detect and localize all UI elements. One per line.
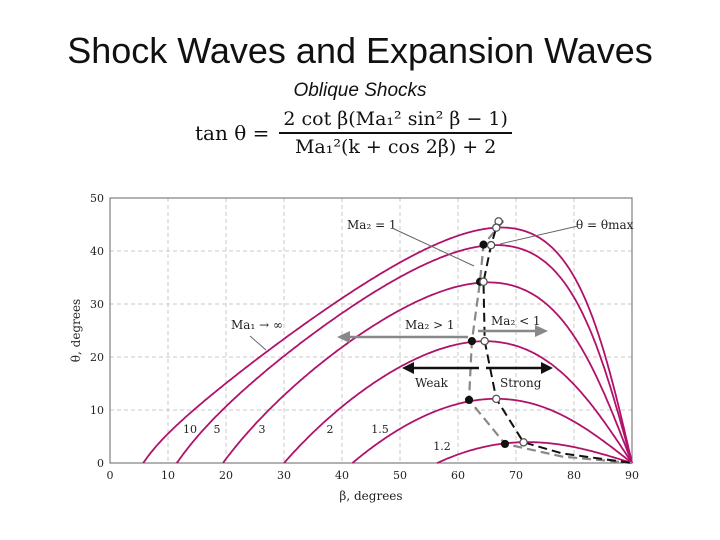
strong-branch-dashed-curve [482, 220, 633, 464]
x-tick-label: 80 [567, 469, 581, 482]
sonic-marker [492, 394, 501, 404]
mach-curve-1-5 [351, 397, 633, 464]
annotation-ma-inf: Ma₁ → ∞ [231, 318, 283, 332]
equation-numerator: 2 cot β(Ma₁² sin² β − 1) [279, 108, 512, 134]
sonic-marker [492, 223, 501, 232]
mach-curve-label: 5 [214, 423, 221, 436]
x-tick-label: 90 [625, 469, 639, 482]
subsonic-arrowhead [535, 325, 548, 337]
plot-frame [109, 197, 633, 464]
mach-curve-3 [222, 281, 633, 464]
annotation-subsonic: Ma₂ < 1 [491, 314, 541, 328]
annotation-leader-sonic [391, 227, 475, 267]
annotation-leader-ma-inf [249, 335, 267, 351]
sonic-marker [479, 277, 488, 286]
max-deflection-marker [479, 240, 488, 249]
mach-curve-label: 3 [259, 423, 266, 436]
mach-curve-10 [142, 226, 633, 464]
y-tick-label: 0 [97, 457, 104, 470]
y-tick-label: 50 [90, 192, 104, 205]
weak-branch-dashed-curve [467, 220, 633, 465]
annotation-supersonic: Ma₂ > 1 [405, 318, 455, 332]
mach-curve-label: 1.5 [371, 423, 389, 436]
oblique-shock-equation: tan θ = 2 cot β(Ma₁² sin² β − 1) Ma₁²(k … [195, 108, 512, 158]
x-tick-label: 60 [451, 469, 465, 482]
sonic-marker [486, 240, 496, 250]
mach-curve-label: 1.2 [433, 440, 451, 453]
y-tick-label: 20 [90, 351, 104, 364]
x-tick-label: 10 [161, 469, 175, 482]
mach-curve-2 [283, 340, 633, 464]
x-tick-label: 30 [277, 469, 291, 482]
annotation-strong: Strong [500, 376, 542, 390]
y-tick-label: 10 [90, 404, 104, 417]
mach-curve-1-2 [436, 441, 633, 464]
weak-arrowhead [402, 362, 414, 374]
supersonic-arrowhead [337, 331, 350, 343]
x-axis-label: β, degrees [339, 489, 402, 503]
x-tick-label: 70 [509, 469, 523, 482]
y-axis-label: θ, degrees [69, 299, 83, 362]
equation-fraction: 2 cot β(Ma₁² sin² β − 1) Ma₁²(k + cos 2β… [279, 108, 512, 158]
slide-title: Shock Waves and Expansion Waves [67, 30, 653, 71]
x-tick-label: 40 [335, 469, 349, 482]
mach-curve-label: 2 [327, 423, 334, 436]
max-deflection-marker [467, 337, 477, 346]
mach-curve-label: 10 [183, 423, 197, 436]
x-tick-label: 20 [219, 469, 233, 482]
x-tick-label: 0 [107, 469, 114, 482]
max-deflection-marker [500, 439, 510, 449]
annotation-sonic: Ma₂ = 1 [347, 218, 397, 232]
slide-subtitle: Oblique Shocks [293, 80, 427, 101]
max-deflection-marker [464, 395, 474, 405]
equation-denominator: Ma₁²(k + cos 2β) + 2 [294, 136, 497, 158]
x-tick-label: 50 [393, 469, 407, 482]
sonic-marker [519, 438, 528, 447]
y-tick-label: 30 [90, 298, 104, 311]
annotation-leader-theta-max [499, 225, 579, 245]
strong-arrowhead [541, 362, 553, 374]
sonic-marker [480, 336, 489, 346]
equation-lhs: tan θ = [195, 121, 270, 145]
mach-curve-5 [176, 244, 633, 464]
annotation-theta-max: θ = θmax [576, 218, 634, 232]
y-tick-label: 40 [90, 245, 104, 258]
annotation-weak: Weak [415, 376, 449, 390]
